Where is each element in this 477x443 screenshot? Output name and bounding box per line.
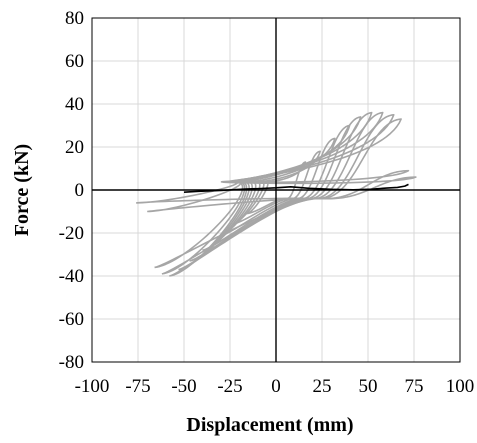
zero-axes bbox=[92, 18, 460, 362]
y-tick-label: -20 bbox=[59, 223, 84, 244]
x-tick-label: -25 bbox=[217, 376, 242, 397]
hysteresis-loop-2 bbox=[216, 137, 336, 239]
x-tick-labels: -100 -75 -50 -25 0 25 50 75 100 bbox=[75, 376, 475, 397]
x-tick-label: 0 bbox=[271, 376, 281, 397]
y-axis-title: Force (kN) bbox=[11, 144, 33, 236]
y-tick-label: 40 bbox=[65, 94, 84, 115]
y-tick-label: 80 bbox=[65, 8, 84, 29]
hysteresis-loop-1 bbox=[231, 150, 321, 226]
x-tick-label: -100 bbox=[75, 376, 110, 397]
x-tick-label: -75 bbox=[125, 376, 150, 397]
y-tick-label: -60 bbox=[59, 309, 84, 330]
series-line-1 bbox=[183, 183, 409, 193]
y-tick-label: -80 bbox=[59, 352, 84, 373]
hysteresis-loop-8 bbox=[154, 118, 402, 269]
y-tick-labels: -80 -60 -40 -20 0 20 40 60 80 bbox=[59, 8, 84, 373]
y-tick-label: -40 bbox=[59, 266, 84, 287]
hysteresis-loop-9 bbox=[147, 169, 410, 213]
hysteresis-loop-7 bbox=[161, 113, 395, 275]
x-tick-label: 50 bbox=[359, 376, 378, 397]
hysteresis-loop-10 bbox=[136, 176, 417, 204]
x-axis-title: Displacement (mm) bbox=[186, 414, 353, 436]
x-tick-label: -50 bbox=[171, 376, 196, 397]
y-tick-label: 20 bbox=[65, 137, 84, 158]
x-tick-label: 25 bbox=[313, 376, 332, 397]
y-tick-label: 0 bbox=[75, 180, 85, 201]
series-layer bbox=[136, 111, 417, 277]
x-tick-label: 100 bbox=[446, 376, 475, 397]
plot-area-frame bbox=[91, 17, 461, 363]
y-tick-label: 60 bbox=[65, 51, 84, 72]
x-tick-label: 75 bbox=[405, 376, 424, 397]
